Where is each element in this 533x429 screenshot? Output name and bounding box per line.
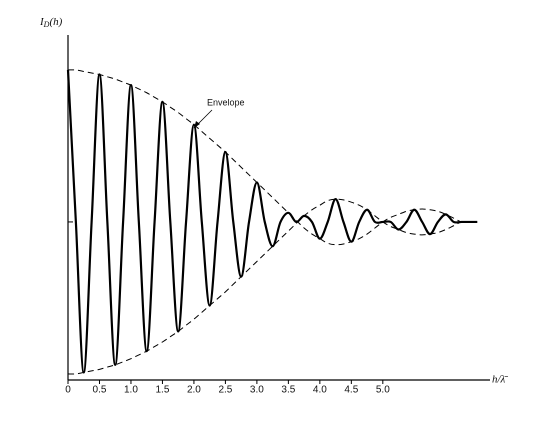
- y-label-main: I: [39, 16, 45, 28]
- x-tick-label: 5.0: [376, 385, 390, 396]
- x-tick-label: 1.0: [124, 385, 138, 396]
- envelope-line: [67, 198, 478, 375]
- x-tick-label: 2.5: [218, 385, 232, 396]
- x-axis-label: h/λ̄: [492, 374, 508, 386]
- x-tick-label: 3.5: [281, 385, 295, 396]
- annotation: Envelope: [207, 97, 245, 107]
- x-tick-label: 3.0: [250, 385, 264, 396]
- signal-line: [66, 69, 478, 374]
- x-tick-label: 4.5: [344, 385, 358, 396]
- envelope-line: [67, 69, 478, 246]
- y-label-rest: (h): [49, 16, 62, 28]
- x-tick-label: 1.5: [155, 385, 169, 396]
- y-label-sub: D: [43, 20, 50, 29]
- x-tick-label: 0: [65, 385, 71, 396]
- x-tick-label: 2.0: [187, 385, 201, 396]
- y-axis-label: ID(h): [39, 16, 63, 29]
- x-tick-label: 4.0: [313, 385, 327, 396]
- x-tick-label: 0.5: [93, 385, 107, 396]
